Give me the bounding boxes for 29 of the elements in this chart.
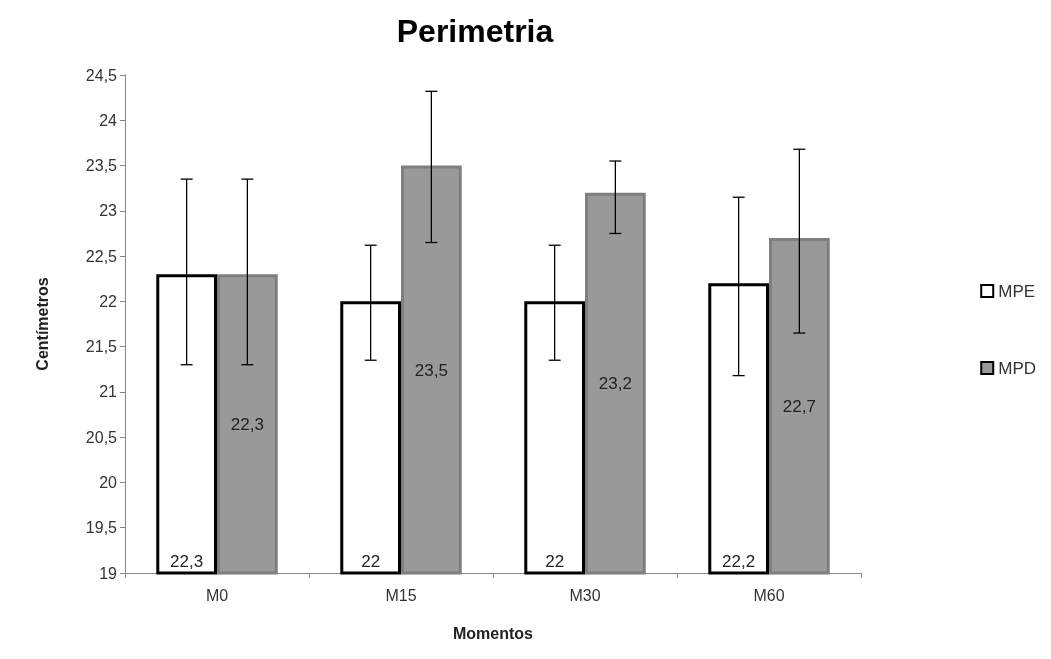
- x-tick-label: M15: [385, 586, 417, 604]
- data-label: 22,7: [782, 396, 816, 416]
- y-axis-title: Centímetros: [33, 277, 51, 371]
- y-tick-label: 19,5: [85, 519, 118, 537]
- y-tick-label: 23: [99, 202, 118, 220]
- y-tick-label: 20: [99, 473, 118, 491]
- data-label: 22,2: [722, 551, 756, 571]
- y-tick-label: 22: [99, 292, 118, 310]
- y-tick-label: 20,5: [85, 428, 118, 446]
- y-tick-label: 23,5: [85, 157, 118, 175]
- x-axis-title: Momentos: [453, 624, 534, 642]
- data-label: 22,3: [230, 414, 264, 434]
- data-label: 22: [361, 551, 381, 571]
- x-tick-label: M0: [205, 586, 229, 604]
- y-tick-label: 21,5: [85, 338, 118, 356]
- y-tick-label: 22,5: [85, 247, 118, 265]
- legend-label: MPE: [998, 281, 1036, 301]
- y-tick-label: 19: [99, 564, 118, 582]
- data-label: 23,5: [414, 360, 448, 380]
- legend-label: MPD: [998, 358, 1036, 378]
- data-label: 22,3: [170, 551, 204, 571]
- x-tick-label: M60: [753, 586, 785, 604]
- x-tick-label: M30: [569, 586, 601, 604]
- data-label: 23,2: [598, 374, 632, 394]
- y-tick-label: 24: [99, 111, 118, 129]
- y-tick-label: 21: [99, 383, 118, 401]
- chart-title: Perimetria: [396, 13, 554, 49]
- y-tick-label: 24,5: [85, 66, 118, 84]
- data-label: 22: [545, 551, 565, 571]
